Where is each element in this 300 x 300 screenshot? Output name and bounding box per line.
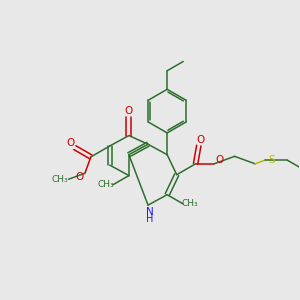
Text: O: O (76, 172, 84, 182)
Text: S: S (268, 155, 274, 165)
Text: O: O (125, 106, 133, 116)
Text: CH₃: CH₃ (182, 200, 198, 208)
Text: N: N (146, 207, 154, 217)
Text: O: O (215, 155, 223, 165)
Text: O: O (197, 135, 205, 145)
Text: CH₃: CH₃ (98, 180, 114, 189)
Text: CH₃: CH₃ (51, 175, 68, 184)
Text: O: O (67, 138, 75, 148)
Text: H: H (146, 214, 154, 224)
